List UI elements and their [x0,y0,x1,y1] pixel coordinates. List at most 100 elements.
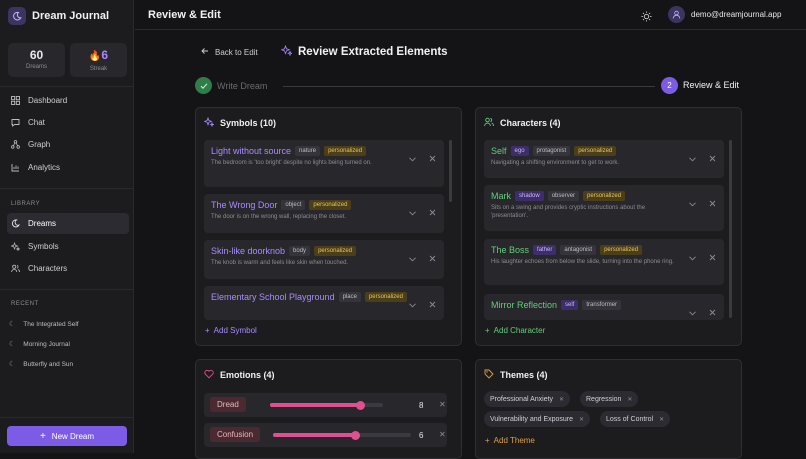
nav-symbols[interactable]: Symbols [7,236,129,257]
sparkles-icon [203,116,215,129]
close-icon[interactable] [429,249,436,267]
top-bar: Review & Edit demo@dreamjournal.app [135,0,806,30]
close-icon[interactable]: ✕ [439,430,446,439]
recent-item[interactable]: ☾ Morning Journal [9,340,70,349]
chevron-down-icon[interactable] [689,248,696,266]
character-card[interactable]: Mirror Reflection self transformer [484,294,724,320]
user-email[interactable]: demo@dreamjournal.app [691,10,782,19]
symbol-type-tag: place [338,292,361,302]
streak-stat: 🔥6 Streak [70,43,127,77]
sun-icon[interactable] [641,9,652,27]
chevron-down-icon[interactable] [689,194,696,212]
new-dream-label: New Dream [51,431,95,441]
chevron-down-icon[interactable] [689,303,696,321]
character-description: Navigating a shifting environment to get… [491,160,620,166]
chevron-down-icon[interactable] [409,203,416,221]
intensity-slider-thumb[interactable] [355,400,365,410]
intensity-value: 8 [419,401,424,410]
theme-chip[interactable]: Vulnerability and Exposure ✕ [484,411,591,427]
chat-icon [11,118,20,127]
theme-chip-label: Regression [586,395,622,403]
archetype-tag: shadow [515,191,544,201]
chevron-down-icon[interactable] [409,249,416,267]
personalized-badge: personalized [314,246,357,256]
character-description: Sits on a swing and provides cryptic ins… [491,205,646,219]
avatar[interactable] [668,6,685,23]
nav-characters[interactable]: Characters [7,258,129,279]
step-connector [283,86,655,87]
symbol-card[interactable]: Light without source nature personalized T… [204,140,444,187]
new-dream-button[interactable]: + New Dream [7,426,127,446]
nav-dashboard[interactable]: Dashboard [7,90,129,111]
recent-item[interactable]: ☾ The Integrated Self [9,320,79,329]
intensity-slider-track[interactable] [273,430,411,440]
chevron-down-icon[interactable] [689,149,696,167]
symbol-card[interactable]: Skin-like doorknob body personalized The k… [204,240,444,279]
symbol-card[interactable]: The Wrong Door object personalized The doo… [204,194,444,233]
personalized-badge: personalized [583,191,626,201]
close-icon[interactable] [709,248,716,266]
close-icon[interactable]: ✕ [559,396,565,403]
character-card[interactable]: Self ego protagonist personalized Navigatin… [484,140,724,178]
add-theme-button[interactable]: + Add Theme [485,436,535,445]
plus-icon: + [205,326,210,335]
page-title: Review Extracted Elements [280,44,448,59]
chevron-down-icon[interactable] [409,149,416,167]
nav-chat[interactable]: Chat [7,112,129,133]
stats-row: 60 Dreams 🔥6 Streak [8,43,127,77]
nav-chat-label: Chat [28,118,45,127]
theme-chip[interactable]: Regression ✕ [580,391,639,407]
intensity-slider-fill [273,433,356,437]
recent-item[interactable]: ☾ Butterfly and Sun [9,360,73,369]
close-icon[interactable]: ✕ [439,400,446,409]
add-character-button[interactable]: + Add Character [485,326,545,335]
emotion-label: Dread [210,397,246,412]
moon-icon: ☾ [9,361,16,368]
theme-chip[interactable]: Professional Anxiety ✕ [484,391,571,407]
divider [0,86,134,87]
symbols-scrollbar[interactable] [449,140,452,202]
theme-chip-label: Vulnerability and Exposure [490,415,574,423]
close-icon[interactable] [429,149,436,167]
close-icon[interactable] [709,303,716,321]
symbol-type-tag: object [281,200,306,210]
close-icon[interactable] [429,295,436,313]
brand[interactable]: Dream Journal [8,7,109,25]
close-icon[interactable] [709,194,716,212]
nav-graph[interactable]: Graph [7,134,129,155]
personalized-badge: personalized [309,200,352,210]
theme-chip[interactable]: Loss of Control ✕ [600,411,671,427]
close-icon[interactable]: ✕ [659,416,665,423]
users-icon [11,264,20,273]
nav-analytics[interactable]: Analytics [7,157,129,178]
character-name: Mirror Reflection [491,300,558,310]
page-title-text: Review Extracted Elements [298,46,448,58]
back-label: Back to Edit [215,47,258,57]
character-card[interactable]: The Boss father antagonist personalized His… [484,239,724,285]
close-icon[interactable]: ✕ [579,416,585,423]
symbol-card[interactable]: Elementary School Playground place persona… [204,286,444,320]
symbol-type-tag: body [289,246,311,256]
tag-icon [484,369,494,381]
bar-chart-icon [11,163,20,172]
nav-analytics-label: Analytics [28,163,61,172]
step-2-badge: 2 [661,77,678,94]
add-symbol-button[interactable]: + Add Symbol [205,326,257,335]
intensity-slider-track[interactable] [270,400,383,410]
moon-icon [11,219,20,228]
back-to-edit-link[interactable]: Back to Edit [201,47,258,57]
emotion-label: Confusion [210,427,261,442]
dreams-stat: 60 Dreams [8,43,65,77]
symbol-name: Light without source [211,146,292,156]
intensity-slider-thumb[interactable] [351,430,361,440]
close-icon[interactable]: ✕ [627,396,633,403]
archetype-tag: self [561,300,579,310]
nav-dreams[interactable]: Dreams [7,213,129,234]
chevron-down-icon[interactable] [409,295,416,313]
close-icon[interactable] [429,203,436,221]
character-card[interactable]: Mark shadow observer personalized Sits on a… [484,185,724,231]
add-theme-label: Add Theme [493,436,535,445]
close-icon[interactable] [709,149,716,167]
characters-scrollbar[interactable] [729,140,732,318]
graph-icon [11,140,20,149]
